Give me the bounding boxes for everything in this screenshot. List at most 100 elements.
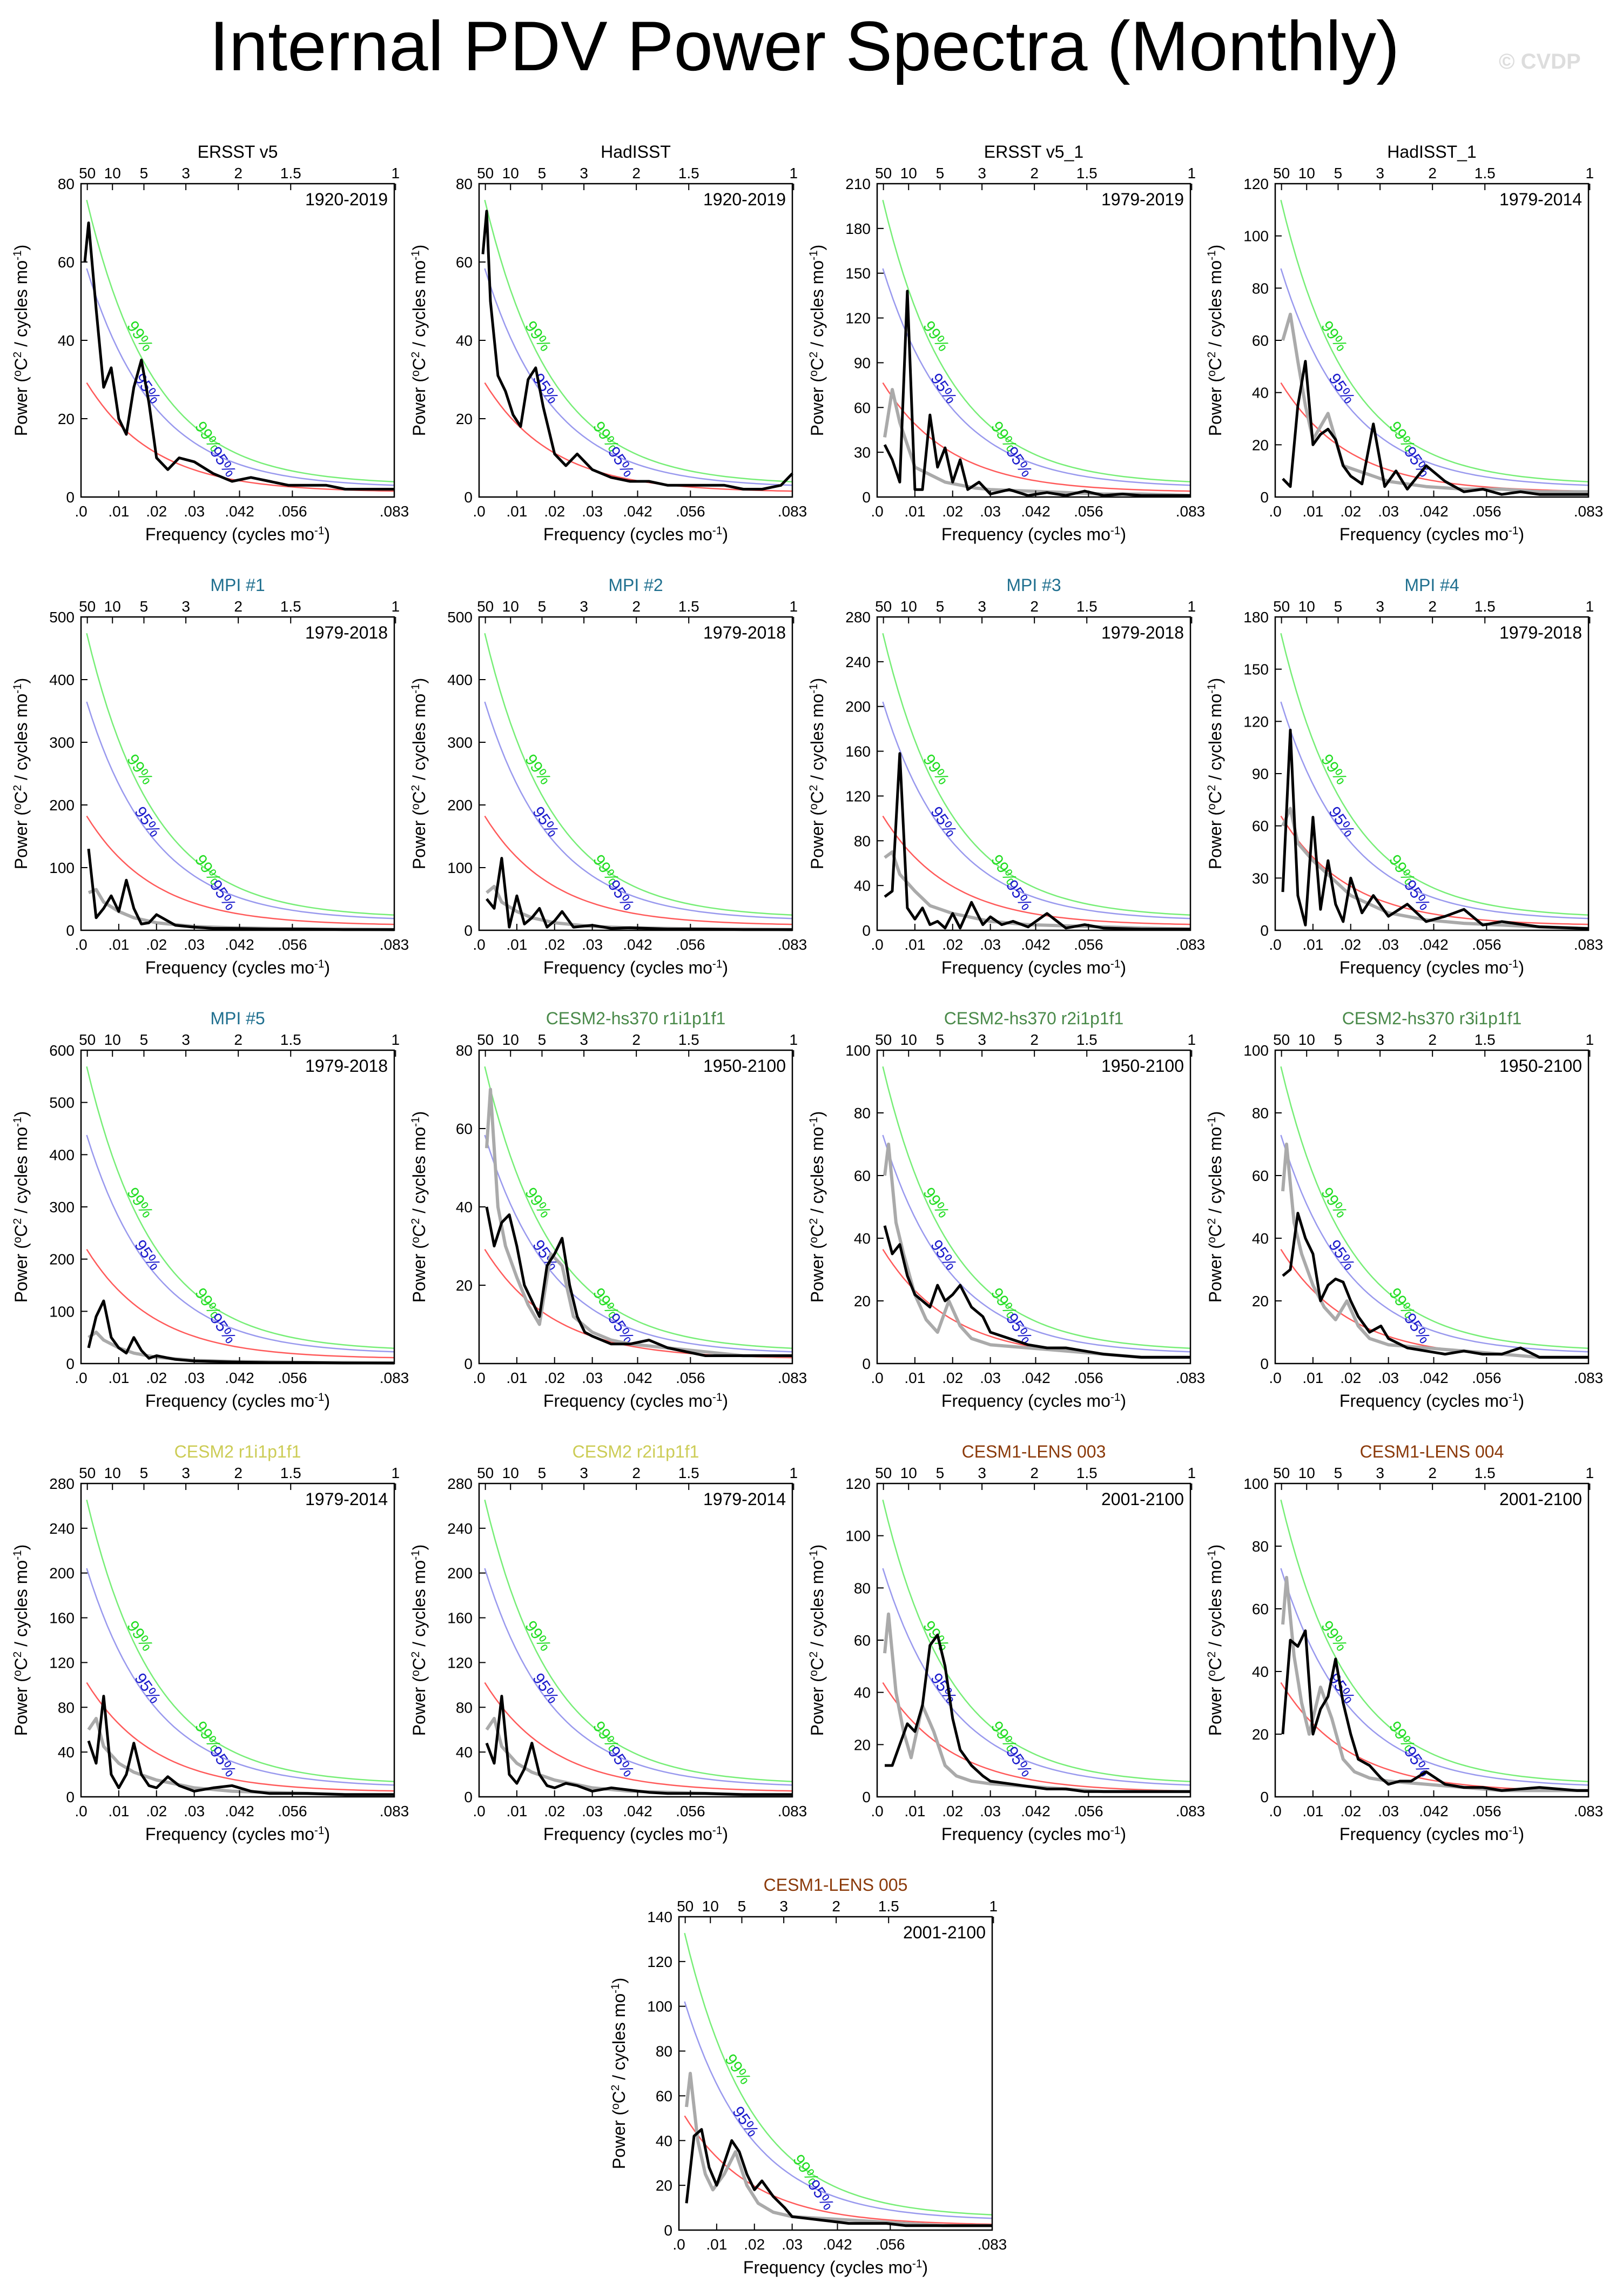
y-axis-label: Power (oC2 / cycles mo-1): [609, 1978, 629, 2170]
x-tick-label: .02: [146, 1369, 167, 1386]
period-tick-label: 10: [104, 598, 121, 615]
y-tick-label: 0: [1260, 1789, 1269, 1805]
period-tick-label: 50: [677, 1898, 694, 1915]
sig95-curve: [684, 2001, 993, 2219]
y-tick-label: 40: [58, 1744, 75, 1761]
x-tick-label: .042: [1021, 503, 1051, 520]
y-axis-label: Power (oC2 / cycles mo-1): [807, 1111, 827, 1303]
y-tick-label: 40: [656, 2132, 672, 2149]
spectrum-line: [83, 221, 394, 491]
period-tick-label: 2: [1428, 165, 1437, 182]
y-tick-label: 30: [854, 444, 871, 461]
spectrum-line: [481, 210, 793, 491]
y-tick-label: 100: [49, 860, 75, 876]
period-tick-label: 50: [477, 1031, 494, 1048]
y-tick-label: 60: [1252, 818, 1269, 835]
label-95-a: 95%: [131, 1237, 164, 1273]
y-tick-label: 500: [49, 609, 75, 626]
y-tick-label: 0: [66, 1355, 75, 1372]
y-tick-label: 280: [447, 1475, 473, 1492]
y-tick-label: 60: [656, 2087, 672, 2104]
x-tick-label: .056: [1074, 1369, 1103, 1386]
period-tick-label: 10: [900, 1465, 917, 1481]
panel-period: 1979-2014: [1499, 190, 1582, 209]
y-tick-label: 160: [447, 1610, 473, 1627]
panel-title: ERSST v5: [198, 142, 278, 162]
sig99-curve: [1280, 199, 1589, 482]
y-tick-label: 80: [854, 1580, 871, 1596]
x-tick-label: .03: [1378, 936, 1399, 953]
period-tick-label: 50: [79, 1465, 96, 1481]
y-tick-label: 0: [862, 489, 871, 506]
x-tick-label: .056: [676, 1369, 705, 1386]
y-tick-label: 0: [1260, 489, 1269, 506]
period-tick-label: 1: [989, 1898, 998, 1915]
period-tick-label: 5: [1334, 1031, 1343, 1048]
panel-title: CESM2-hs370 r3i1p1f1: [1342, 1009, 1522, 1028]
period-tick-label: 5: [1334, 598, 1343, 615]
x-tick-label: .0: [871, 936, 883, 953]
y-tick-label: 40: [456, 1199, 473, 1216]
period-tick-label: 50: [79, 1031, 96, 1048]
x-tick-label: .083: [1176, 1803, 1206, 1820]
y-axis-label: Power (oC2 / cycles mo-1): [807, 1545, 827, 1736]
x-tick-label: .042: [623, 1803, 652, 1820]
period-tick-label: 1: [790, 165, 798, 182]
panel-title: MPI #5: [210, 1009, 265, 1028]
period-tick-label: 5: [936, 1465, 945, 1481]
period-tick-label: 2: [1428, 1031, 1437, 1048]
period-tick-label: 1.5: [1475, 1465, 1496, 1481]
period-tick-label: 1: [790, 1465, 798, 1481]
label-95-a: 95%: [131, 1670, 164, 1707]
period-tick-label: 3: [181, 598, 190, 615]
y-tick-label: 60: [456, 1120, 473, 1137]
x-axis-label: Frequency (cycles mo-1): [941, 1391, 1126, 1411]
plot-frame: [478, 183, 793, 498]
red-noise-curve: [484, 815, 793, 925]
y-tick-label: 40: [58, 332, 75, 349]
x-tick-label: .042: [623, 503, 652, 520]
y-tick-label: 100: [49, 1303, 75, 1320]
x-tick-label: .0: [75, 936, 87, 953]
x-axis-label: Frequency (cycles mo-1): [543, 1824, 728, 1844]
y-tick-label: 0: [66, 1789, 75, 1805]
period-tick-label: 1.5: [280, 1465, 301, 1481]
y-tick-label: 60: [854, 1632, 871, 1649]
x-axis-label: Frequency (cycles mo-1): [941, 958, 1126, 978]
label-99-a: 99%: [721, 2051, 754, 2087]
y-tick-label: 140: [647, 1909, 672, 1925]
panel-title: CESM2-hs370 r1i1p1f1: [546, 1009, 726, 1028]
period-tick-label: 1: [1188, 598, 1196, 615]
panel-period: 1979-2018: [703, 623, 786, 642]
y-tick-label: 20: [1252, 437, 1269, 453]
period-tick-label: 2: [234, 1465, 243, 1481]
x-tick-label: .01: [108, 1803, 129, 1820]
period-tick-label: 1: [1586, 165, 1594, 182]
panel-title: HadISST: [601, 142, 671, 162]
period-tick-label: 1: [392, 1465, 400, 1481]
x-tick-label: .056: [1074, 503, 1103, 520]
period-tick-label: 10: [502, 598, 519, 615]
y-tick-label: 100: [447, 860, 473, 876]
x-tick-label: .0: [1269, 503, 1281, 520]
panel-title: CESM1-LENS 003: [962, 1442, 1106, 1461]
x-tick-label: .056: [876, 2236, 905, 2253]
panel-title: CESM2-hs370 r2i1p1f1: [944, 1009, 1124, 1028]
label-95-a: 95%: [529, 1670, 562, 1707]
x-tick-label: .083: [1176, 503, 1206, 520]
y-tick-label: 40: [854, 1684, 871, 1701]
x-tick-label: .03: [582, 1803, 603, 1820]
y-tick-label: 0: [1260, 922, 1269, 939]
y-axis-label: Power (oC2 / cycles mo-1): [1206, 1545, 1226, 1736]
sig99-curve: [1280, 1499, 1589, 1782]
x-tick-label: .02: [146, 503, 167, 520]
x-tick-label: .056: [1074, 1803, 1103, 1820]
x-tick-label: .056: [1472, 1369, 1502, 1386]
x-tick-label: .042: [1419, 1369, 1449, 1386]
y-tick-label: 40: [1252, 1663, 1269, 1680]
